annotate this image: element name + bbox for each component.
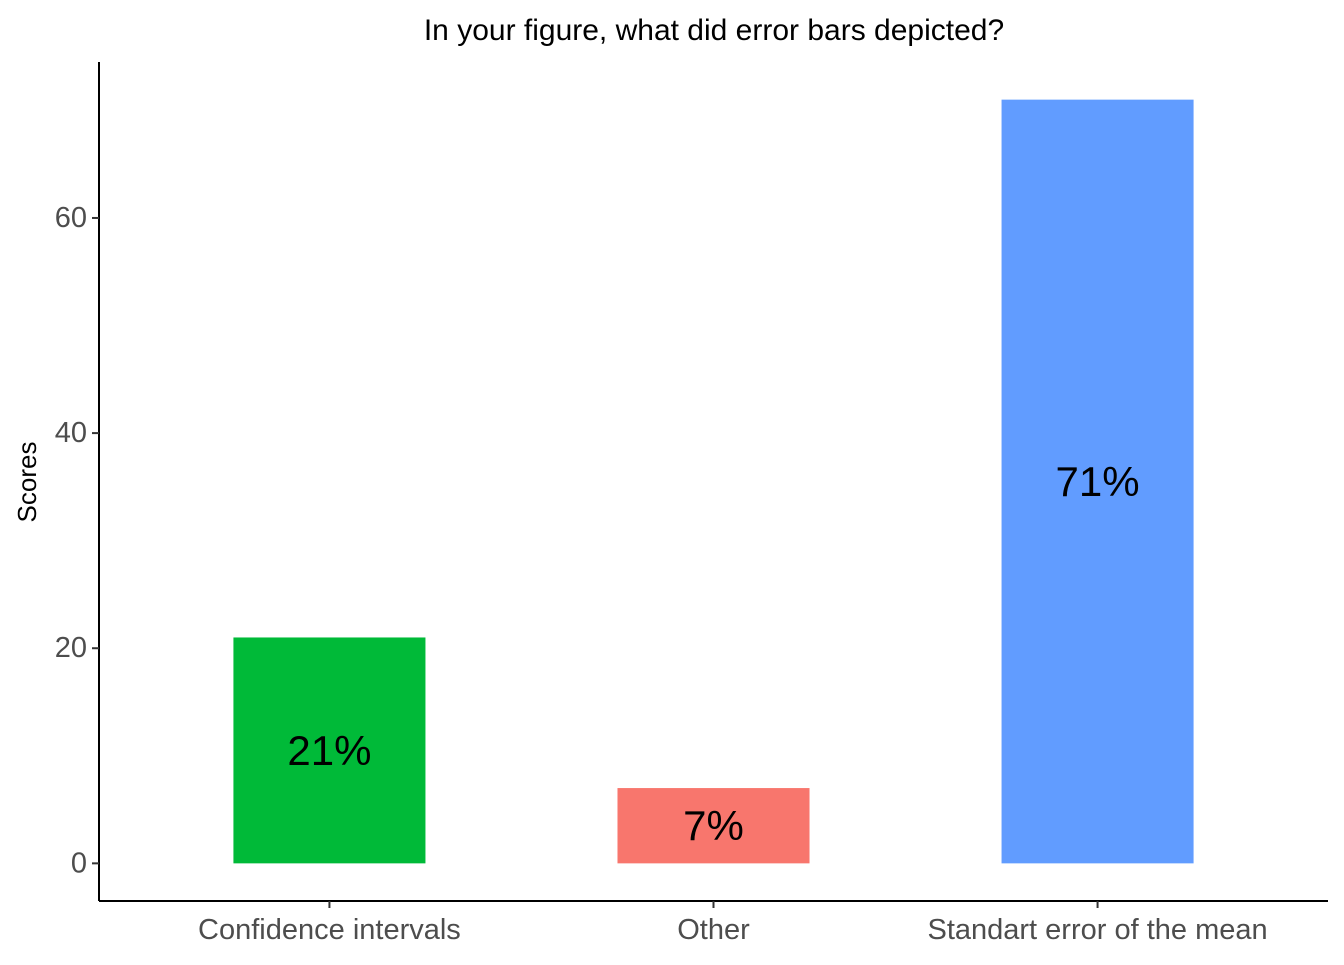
y-tick-label: 0 — [71, 847, 87, 879]
bar — [233, 637, 426, 864]
y-axis: 0 20 40 60 — [55, 62, 100, 901]
bar — [1001, 99, 1194, 864]
y-tick-label: 60 — [55, 202, 87, 234]
chart-title: In your figure, what did error bars depi… — [424, 14, 1004, 47]
data-label: 71% — [1056, 458, 1140, 505]
bars-layer — [233, 99, 1194, 864]
data-labels-layer: 21% 7% 71% — [287, 458, 1139, 849]
data-label: 21% — [287, 727, 371, 774]
x-tick-label: Standart error of the mean — [927, 914, 1267, 946]
bar — [617, 788, 810, 864]
x-axis: Confidence intervals Other Standart error … — [99, 900, 1328, 946]
x-tick-label: Confidence intervals — [198, 914, 461, 946]
y-axis-label: Scores — [12, 442, 42, 523]
y-tick-label: 20 — [55, 632, 87, 664]
y-tick-label: 40 — [55, 417, 87, 449]
x-tick-label: Other — [677, 914, 750, 946]
data-label: 7% — [683, 802, 744, 849]
